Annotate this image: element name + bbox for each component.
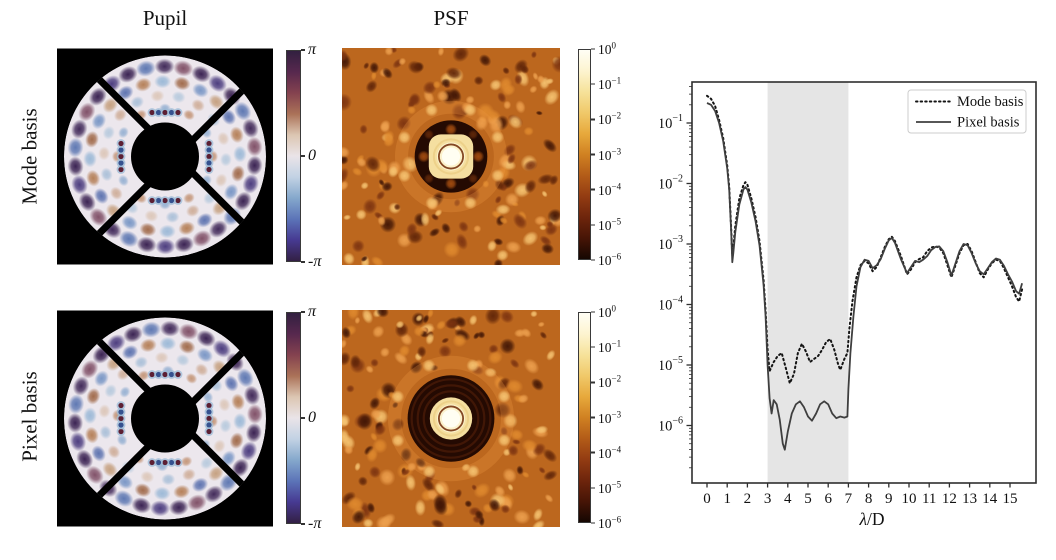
colorbar-tick-label: 10−3 xyxy=(591,410,621,425)
x-tick-label: 3 xyxy=(764,491,772,507)
legend-label-pixel-basis: Pixel basis xyxy=(957,115,1020,131)
colorbar-tick-label: 10−5 xyxy=(591,480,621,495)
colorbar-tickmark xyxy=(591,153,595,156)
pupil-image-pixel-basis xyxy=(57,310,273,527)
x-tick-label: 10 xyxy=(902,491,917,507)
pupil-image-mode-basis xyxy=(57,48,273,265)
intensity-colorbar-mode: 100 10−1 10−2 10−3 10−4 10−5 10−6 xyxy=(578,41,631,267)
x-tick-label: 9 xyxy=(885,491,893,507)
x-tick-label: 13 xyxy=(962,491,977,507)
intensity-colorbar-ticks: 100 10−1 10−2 10−3 10−4 10−5 10−6 xyxy=(591,41,631,267)
phase-colorbar-gradient xyxy=(286,50,301,262)
colorbar-tickmark xyxy=(591,487,595,489)
colorbar-tick-label: 10−2 xyxy=(591,374,621,390)
colorbar-tick-label: -π xyxy=(301,516,321,532)
colorbar-tick-label: 10−4 xyxy=(591,445,621,460)
colorbar-tick-label: 100 xyxy=(591,41,616,57)
intensity-colorbar-pixel: 100 10−1 10−2 10−3 10−4 10−5 10−6 xyxy=(578,304,631,530)
colorbar-tickmark xyxy=(301,311,305,313)
y-tick-label: 10−3 xyxy=(660,234,683,253)
x-tick-label: 4 xyxy=(784,491,792,507)
phase-colorbar-ticks: π 0 -π xyxy=(301,304,343,532)
y-tick-label: 10−4 xyxy=(660,295,683,314)
colorbar-tickmark xyxy=(301,49,305,51)
plot-frame xyxy=(691,81,1037,484)
y-tick-label: 10−6 xyxy=(660,416,683,435)
colorbar-tickmark xyxy=(591,224,595,226)
x-axis-label: λ/D xyxy=(858,509,884,529)
psf-image-mode-basis xyxy=(342,48,560,265)
intensity-colorbar-ticks: 100 10−1 10−2 10−3 10−4 10−5 10−6 xyxy=(591,304,631,530)
intensity-colorbar-gradient xyxy=(578,49,591,260)
colorbar-tickmark xyxy=(591,48,595,50)
x-tick-label: 5 xyxy=(804,491,812,507)
psf-image-pixel-basis xyxy=(342,310,560,527)
curve-mode-basis xyxy=(706,94,1024,385)
colorbar-tickmark xyxy=(591,259,595,261)
colorbar-tick-label: -π xyxy=(301,254,321,270)
colorbar-tickmark xyxy=(591,522,595,524)
colorbar-tickmark xyxy=(591,416,595,419)
row-label-pixel-basis: Pixel basis xyxy=(17,371,42,462)
phase-colorbar-mode: π 0 -π xyxy=(286,42,343,270)
phase-colorbar-gradient xyxy=(286,312,301,524)
x-tick-label: 7 xyxy=(845,491,853,507)
colorbar-tick-label: π xyxy=(301,304,316,320)
x-tick-label: 15 xyxy=(1003,491,1018,507)
pupil-column-title: Pupil xyxy=(142,6,188,30)
colorbar-tick-label: 10−1 xyxy=(591,339,621,355)
colorbar-tickmark xyxy=(591,346,595,348)
y-tick-label: 10−1 xyxy=(660,113,683,132)
contrast-curve-plot: 0 1 2 3 4 5 6 7 8 9 10 11 12 13 14 1510−110−210−310−410… xyxy=(660,81,1037,529)
colorbar-tick-label: 100 xyxy=(591,304,616,320)
x-tick-label: 14 xyxy=(982,491,998,507)
x-tick-label: 12 xyxy=(942,491,957,507)
colorbar-tick-label: 10−6 xyxy=(591,515,621,531)
y-tick-label: 10−2 xyxy=(660,174,683,193)
colorbar-tick-label: 10−6 xyxy=(591,252,621,268)
colorbar-tick-label: 10−1 xyxy=(591,76,621,92)
phase-colorbar-pixel: π 0 -π xyxy=(286,304,343,532)
colorbar-tickmark xyxy=(301,523,305,525)
curve-pixel-basis xyxy=(706,102,1023,451)
colorbar-tickmark xyxy=(591,83,595,85)
colorbar-tickmark xyxy=(591,311,595,313)
colorbar-tick-label: 10−3 xyxy=(591,147,621,162)
colorbar-tickmark xyxy=(301,155,305,157)
colorbar-tickmark xyxy=(301,417,305,419)
colorbar-tick-label: 0 xyxy=(301,148,316,164)
psf-column-title: PSF xyxy=(433,6,469,30)
intensity-colorbar-gradient xyxy=(578,312,591,523)
colorbar-tickmark xyxy=(301,261,305,263)
colorbar-tickmark xyxy=(591,381,595,384)
x-tick-label: 0 xyxy=(703,491,711,507)
x-tick-label: 1 xyxy=(723,491,731,507)
x-tick-label: 2 xyxy=(744,491,752,507)
colorbar-tickmark xyxy=(591,451,595,454)
colorbar-tickmark xyxy=(591,188,595,191)
colorbar-tick-label: 10−5 xyxy=(591,217,621,232)
colorbar-tick-label: 10−2 xyxy=(591,111,621,127)
colorbar-tick-label: 10−4 xyxy=(591,182,621,197)
x-tick-label: 8 xyxy=(865,491,873,507)
x-tick-label: 11 xyxy=(922,491,936,507)
legend-label-mode-basis: Mode basis xyxy=(957,94,1024,110)
colorbar-tick-label: 0 xyxy=(301,410,316,426)
x-tick-label: 6 xyxy=(824,491,832,507)
row-label-mode-basis: Mode basis xyxy=(17,108,42,205)
legend: Mode basis Pixel basis xyxy=(907,89,1027,134)
colorbar-tickmark xyxy=(591,118,595,121)
colorbar-tick-label: π xyxy=(301,42,316,58)
y-tick-label: 10−5 xyxy=(660,355,683,374)
phase-colorbar-ticks: π 0 -π xyxy=(301,42,343,270)
